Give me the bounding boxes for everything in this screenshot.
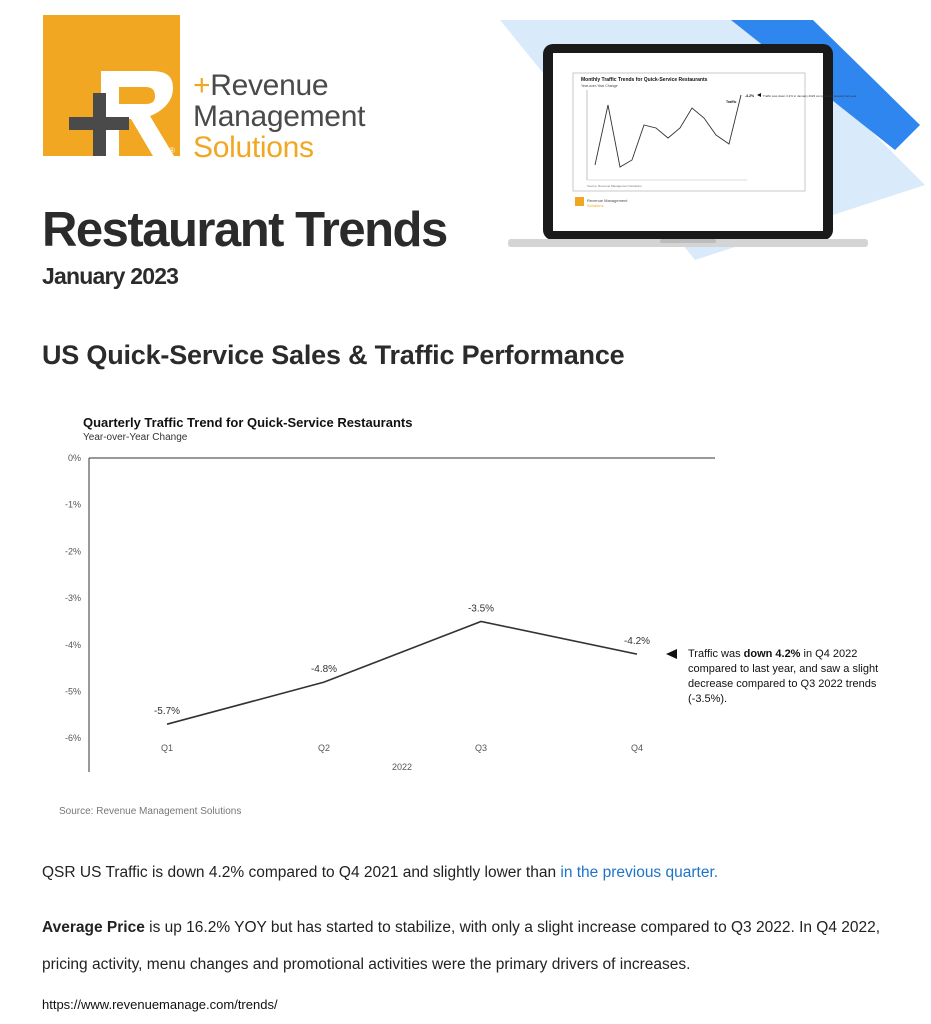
logo-r-plus-icon: ® [69,71,175,156]
brand-plus-icon: + [193,69,211,102]
x-tick-label: Q4 [631,743,643,753]
y-tick-label: 0% [68,453,81,463]
laptop-notch [660,239,716,243]
y-tick-label: -5% [65,687,81,697]
para1-text: QSR US Traffic is down 4.2% compared to … [42,864,561,881]
mini-logo-mark [575,197,584,206]
chart-source: Source: Revenue Management Solutions [59,806,242,817]
y-tick-label: -1% [65,500,81,510]
x-tick-label: Q1 [161,743,173,753]
mini-chart-line [594,94,742,168]
brand-logo-mark: ® [43,15,180,156]
hero-laptop-illustration: Monthly Traffic Trends for Quick-Service… [495,15,925,260]
para2-text: is up 16.2% YOY but has started to stabi… [42,919,881,973]
page-title: Restaurant Trends [42,203,448,257]
brand-name-line3: Solutions [193,131,314,164]
page-date: January 2023 [42,263,179,289]
y-tick-label: -4% [65,640,81,650]
mini-chart-series-label: Traffic [726,100,737,104]
mini-chart-title: Monthly Traffic Trends for Quick-Service… [581,77,708,83]
annotation-pre: Traffic was [688,648,744,660]
mini-chart-subtitle: Year-over-Year Change [581,84,618,88]
footer-url: https://www.revenuemanage.com/trends/ [42,997,278,1012]
y-tick-label: -6% [65,733,81,743]
paragraph-average-price: Average Price is up 16.2% YOY but has st… [42,909,892,983]
mini-chart-source: Source: Revenue Management Solutions [587,184,642,188]
paragraph-traffic: QSR US Traffic is down 4.2% compared to … [42,864,892,882]
chart-area: 0% -1% -2% -3% -4% -5% -6% -5.7% Q1 -4.8% Q2 -3.5% Q… [65,453,715,772]
x-tick-label: Q2 [318,743,330,753]
chart-subtitle: Year-over-Year Change [83,432,188,443]
chart-annotation: Traffic was down 4.2% in Q4 2022 compare… [688,647,888,707]
chart-series-line [166,620,638,725]
mini-logo-line2: Solutions [587,203,603,208]
annotation-post: in Q4 2022 compared to last year, and sa… [688,648,879,705]
chart-title: Quarterly Traffic Trend for Quick-Servic… [83,415,413,430]
previous-quarter-link[interactable]: in the previous quarter. [560,864,719,881]
mini-chart-frame [572,72,806,192]
y-tick-label: -2% [65,546,81,556]
data-label: -5.7% [154,706,180,717]
x-axis-label: 2022 [392,762,412,772]
annotation-arrow-icon [666,649,677,659]
x-tick-label: Q3 [475,743,487,753]
data-label: -4.8% [311,664,337,675]
mini-chart-value: -4.2% [745,94,755,98]
y-tick-label: -3% [65,593,81,603]
data-label: -3.5% [468,603,494,614]
brand-name: +Revenue Management Solutions [193,70,365,163]
brand-name-line1: Revenue [210,69,329,102]
mini-chart-arrow-icon [757,93,761,97]
section-title: US Quick-Service Sales & Traffic Perform… [42,340,625,370]
data-label: -4.2% [624,636,650,647]
mini-chart-note: Traffic was down 4.2% in January 2023 co… [763,94,857,98]
mini-logo-line1: Revenue Management [587,198,628,203]
laptop-screen [553,53,823,231]
annotation-bold: down 4.2% [743,648,801,660]
brand-name-line2: Management [193,100,366,133]
para2-bold: Average Price [42,919,145,936]
svg-text:®: ® [169,146,175,155]
